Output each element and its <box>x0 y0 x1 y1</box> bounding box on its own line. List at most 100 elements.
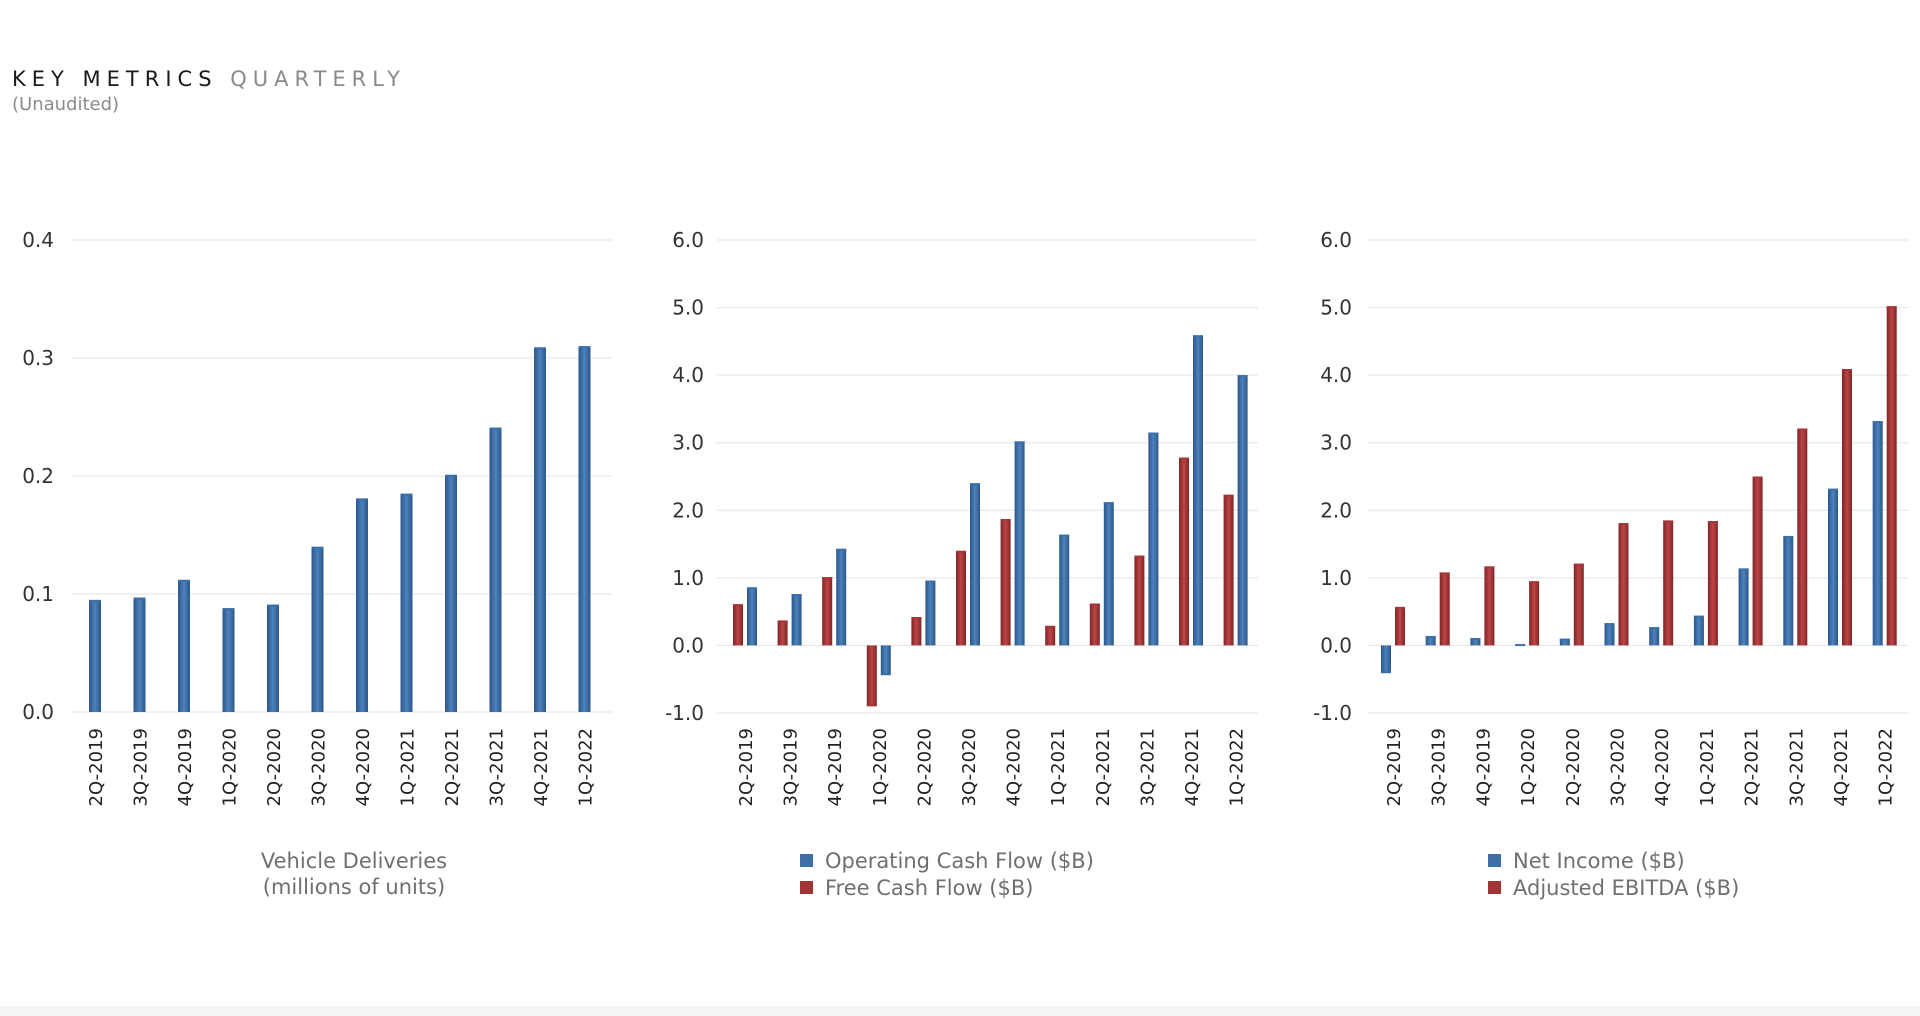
bar-cap <box>89 599 101 602</box>
y-tick-label: 0.0 <box>1320 633 1352 657</box>
bar <box>1738 568 1749 646</box>
y-tick-label: 0.0 <box>22 700 54 724</box>
y-tick-label: 5.0 <box>672 296 704 320</box>
bar-cap <box>1872 421 1883 424</box>
bar <box>911 617 922 646</box>
x-tick-label: 2Q-2019 <box>736 728 757 806</box>
legend-swatch <box>800 854 813 867</box>
x-tick-label: 3Q-2019 <box>1429 728 1450 806</box>
bar-cap <box>1193 335 1203 338</box>
bar <box>222 608 235 712</box>
bar-cap <box>1059 534 1070 537</box>
x-tick-label: 1Q-2021 <box>1697 728 1718 806</box>
x-tick-label: 2Q-2021 <box>1742 728 1763 806</box>
bar <box>822 577 833 646</box>
x-tick-label: 2Q-2020 <box>264 728 285 806</box>
bar <box>1103 502 1114 646</box>
legend-label: Adjusted EBITDA ($B) <box>1513 876 1739 900</box>
bar-cap <box>311 546 324 549</box>
legend-swatch <box>1488 881 1501 894</box>
bar-cap <box>1381 671 1391 674</box>
bar <box>267 604 279 712</box>
title-key-metrics: KEY METRICS <box>12 67 218 91</box>
x-tick-label: 1Q-2022 <box>1876 728 1897 806</box>
bar-cap <box>1842 369 1852 372</box>
bar <box>1148 432 1159 646</box>
bar-cap <box>1439 572 1450 575</box>
y-tick-label: 5.0 <box>1320 296 1352 320</box>
x-tick-label: 3Q-2019 <box>781 728 802 806</box>
y-tick-label: 1.0 <box>1320 566 1352 590</box>
bar-cap <box>733 604 743 607</box>
bar <box>777 620 788 646</box>
bar <box>1842 369 1852 646</box>
chart-2: -1.0 0.0 1.0 2.0 3.0 4.0 5.0 6.0 2Q-2019 3Q-2019 4… <box>665 228 1258 900</box>
bar <box>89 599 101 712</box>
bar <box>1439 572 1450 646</box>
x-tick-label: 4Q-2020 <box>1004 728 1025 806</box>
bar <box>1618 523 1629 646</box>
bar-cap <box>925 580 936 583</box>
y-tick-label: 6.0 <box>1320 228 1352 252</box>
bar <box>1559 638 1570 646</box>
x-tick-label: 4Q-2020 <box>353 728 374 806</box>
bar-cap <box>970 483 980 486</box>
legend-swatch <box>1488 854 1501 867</box>
bar-cap <box>1663 520 1674 523</box>
legend-swatch <box>800 881 813 894</box>
bar <box>1395 606 1405 646</box>
x-tick-label: 4Q-2021 <box>531 728 552 806</box>
bar-cap <box>1089 603 1100 606</box>
x-tick-label: 2Q-2020 <box>1563 728 1584 806</box>
y-tick-label: 0.3 <box>22 346 54 370</box>
bar-cap <box>1014 441 1025 444</box>
bar <box>866 645 877 707</box>
bar-cap <box>747 587 757 590</box>
page-header: KEY METRICS QUARTERLY (Unaudited) <box>12 66 406 116</box>
x-tick-label: 3Q-2020 <box>1608 728 1629 806</box>
bar <box>1470 637 1481 646</box>
bar-cap <box>1797 428 1808 431</box>
bar-cap <box>1148 432 1159 435</box>
bar-cap <box>1515 644 1526 647</box>
bar-cap <box>1559 638 1570 641</box>
x-tick-label: 4Q-2021 <box>1182 728 1203 806</box>
x-tick-label: 3Q-2021 <box>1137 728 1158 806</box>
bar-cap <box>1783 535 1794 538</box>
bar <box>970 483 980 646</box>
x-tick-label: 1Q-2020 <box>220 728 241 806</box>
bar <box>1381 645 1391 674</box>
x-tick-label: 4Q-2019 <box>175 728 196 806</box>
bar <box>1573 563 1584 646</box>
y-tick-label: 0.2 <box>22 464 54 488</box>
bar-cap <box>578 346 591 349</box>
bar <box>1707 521 1718 646</box>
bar-cap <box>222 608 235 611</box>
y-tick-label: 6.0 <box>672 228 704 252</box>
bar <box>1693 615 1704 646</box>
bar <box>445 474 457 712</box>
y-tick-label: 3.0 <box>672 431 704 455</box>
bar <box>1134 555 1145 646</box>
bar <box>836 548 847 646</box>
chart-caption: (millions of units) <box>263 875 446 899</box>
bar-cap <box>1484 566 1495 569</box>
chart-caption: Vehicle Deliveries <box>261 849 447 873</box>
bar-cap <box>1604 623 1615 626</box>
bar-cap <box>777 620 788 623</box>
bar-cap <box>1707 521 1718 524</box>
bar <box>733 604 743 646</box>
bar-cap <box>1000 519 1011 522</box>
x-tick-label: 3Q-2021 <box>487 728 508 806</box>
subtitle-unaudited: (Unaudited) <box>12 94 120 115</box>
x-tick-label: 1Q-2020 <box>1518 728 1539 806</box>
bar-cap <box>1223 494 1234 497</box>
x-tick-label: 1Q-2022 <box>576 728 597 806</box>
bar-cap <box>1529 581 1540 584</box>
bar <box>1529 581 1540 646</box>
bar-cap <box>356 498 368 501</box>
bar <box>1872 421 1883 646</box>
x-tick-label: 4Q-2019 <box>825 728 846 806</box>
bar <box>1604 623 1615 646</box>
